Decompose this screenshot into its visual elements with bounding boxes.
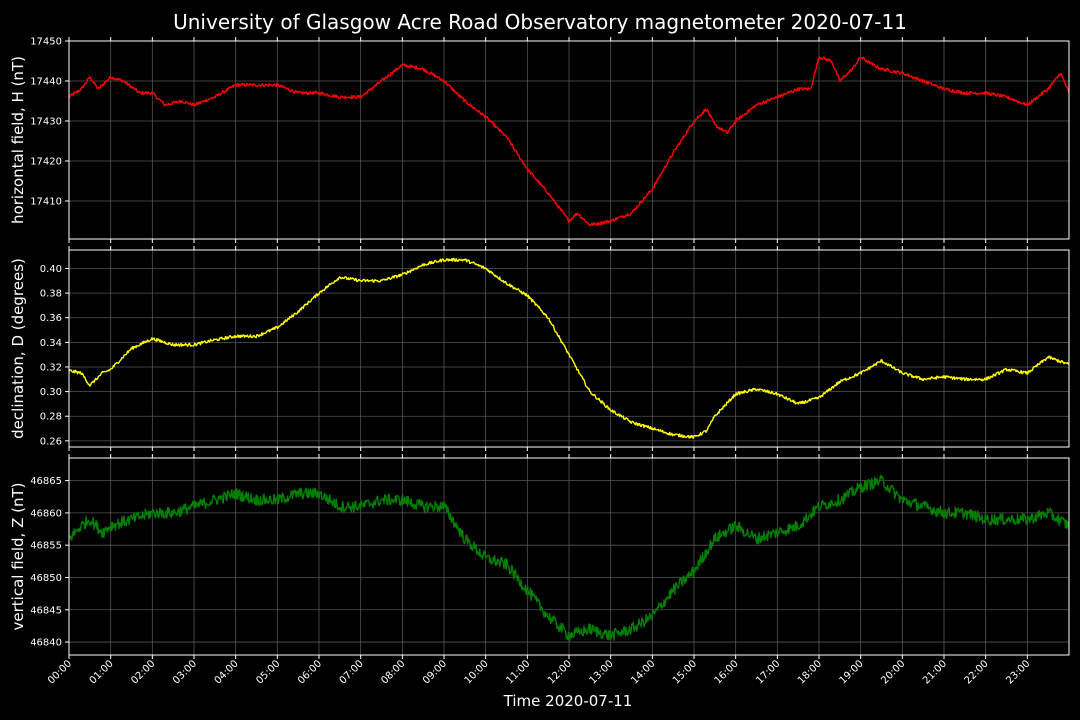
y-tick-label: 46860 <box>30 508 62 519</box>
panel-3: 00:00 01:00 02:00 03:00 04:00 05:00 06:00 07:00… <box>9 454 1070 687</box>
data-series-line <box>68 257 1070 439</box>
data-series-line <box>68 56 1070 227</box>
axes-frame <box>68 249 1070 448</box>
y-tick-label: 0.30 <box>40 387 62 398</box>
y-tick-label: 0.32 <box>40 362 62 373</box>
x-axis-label: Time 2020-07-11 <box>503 692 633 710</box>
axes-frame <box>68 40 1070 240</box>
y-axis-label: horizontal field, H (nT) <box>9 56 27 224</box>
y-tick-label: 46855 <box>30 541 62 552</box>
y-tick-label: 0.40 <box>40 264 62 275</box>
y-tick-label: 0.36 <box>40 313 62 324</box>
y-tick-label: 17420 <box>30 157 62 168</box>
y-axis-label: declination, D (degrees) <box>9 258 27 439</box>
y-tick-label: 46850 <box>30 573 62 584</box>
y-tick-label: 0.38 <box>40 289 62 300</box>
axes-frame <box>68 457 1070 656</box>
y-tick-label: 0.26 <box>40 436 62 447</box>
y-tick-label: 17410 <box>30 197 62 208</box>
y-tick-label: 46865 <box>30 476 62 487</box>
y-tick-label: 0.34 <box>40 338 62 349</box>
y-tick-label: 0.28 <box>40 412 62 423</box>
y-tick-label: 17430 <box>30 117 62 128</box>
figure-title: University of Glasgow Acre Road Observat… <box>173 10 907 34</box>
data-series-line <box>68 474 1070 642</box>
y-axis-label: vertical field, Z (nT) <box>9 482 27 630</box>
y-tick-label: 17440 <box>30 77 62 88</box>
y-tick-label: 46840 <box>30 638 62 649</box>
y-tick-label: 46845 <box>30 605 62 616</box>
y-tick-label: 17450 <box>30 37 62 48</box>
panel-2: 0.26 0.28 0.30 0.32 0.34 0.36 0.38 0.40 declinat… <box>9 246 1070 451</box>
